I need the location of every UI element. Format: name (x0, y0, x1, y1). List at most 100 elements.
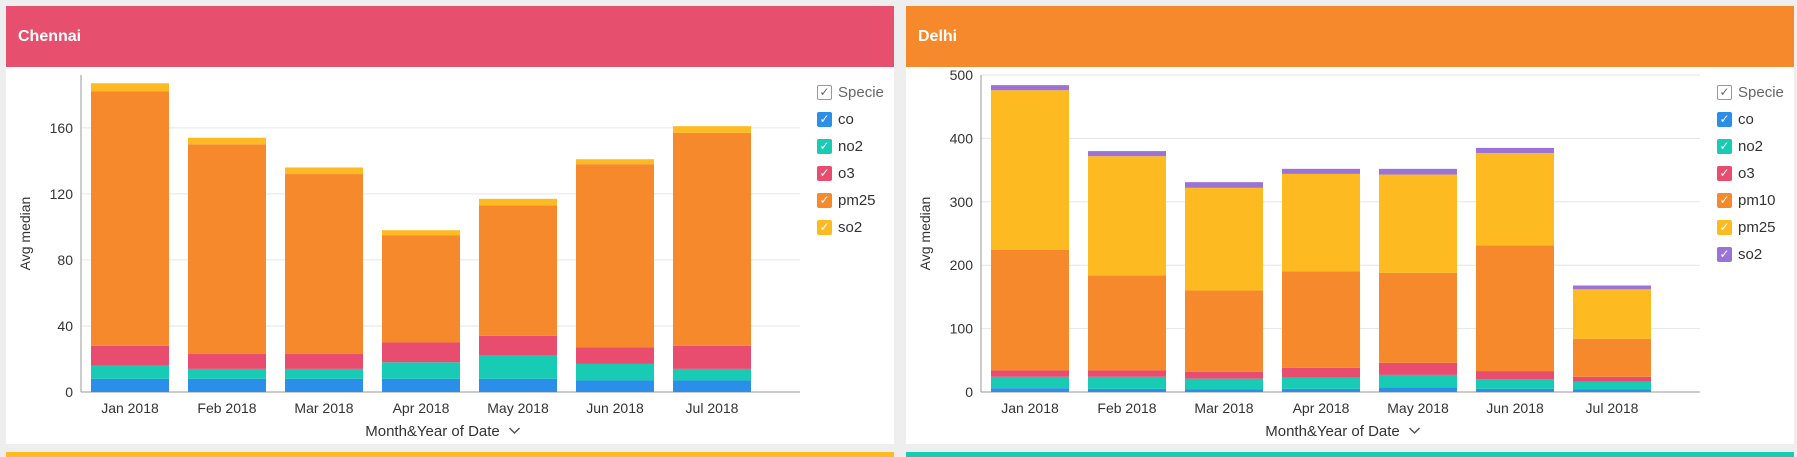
bar-segment-so2[interactable] (91, 83, 169, 92)
legend-item-pm25[interactable]: ✓ pm25 (817, 187, 884, 214)
bar-segment-so2[interactable] (1282, 168, 1360, 174)
legend-item-pm25[interactable]: ✓ pm25 (1717, 214, 1784, 241)
bar-segment-co[interactable] (991, 388, 1069, 392)
bar-segment-no2[interactable] (1476, 379, 1554, 389)
checkbox-icon[interactable]: ✓ (817, 139, 832, 154)
bar-segment-pm25[interactable] (285, 174, 363, 355)
bar-segment-o3[interactable] (1185, 371, 1263, 379)
bar-segment-co[interactable] (382, 378, 460, 392)
bar-segment-no2[interactable] (991, 376, 1069, 389)
bar-segment-no2[interactable] (576, 363, 654, 381)
bar-segment-pm10[interactable] (1185, 290, 1263, 372)
bar-segment-pm10[interactable] (1476, 245, 1554, 372)
bar-segment-no2[interactable] (91, 365, 169, 379)
bar-segment-so2[interactable] (1379, 168, 1457, 175)
checkbox-icon[interactable]: ✓ (1717, 220, 1732, 235)
bar-segment-pm25[interactable] (1185, 187, 1263, 291)
bar-segment-co[interactable] (1088, 388, 1166, 392)
bar-segment-o3[interactable] (285, 354, 363, 369)
legend-item-co[interactable]: ✓ co (1717, 106, 1784, 133)
legend-item-so2[interactable]: ✓ so2 (1717, 241, 1784, 268)
bar-segment-co[interactable] (1379, 387, 1457, 392)
legend-item-no2[interactable]: ✓ no2 (1717, 133, 1784, 160)
bar-segment-so2[interactable] (1476, 147, 1554, 153)
bar-segment-pm10[interactable] (1282, 271, 1360, 368)
bar-segment-no2[interactable] (479, 355, 557, 379)
checkbox-icon[interactable]: ✓ (1717, 247, 1732, 262)
bar-segment-pm25[interactable] (382, 235, 460, 343)
bar-segment-o3[interactable] (1088, 370, 1166, 377)
bar-segment-co[interactable] (285, 378, 363, 392)
bar-segment-o3[interactable] (1379, 362, 1457, 375)
legend-item-so2[interactable]: ✓ so2 (817, 214, 884, 241)
legend-item-co[interactable]: ✓ co (817, 106, 884, 133)
legend-item-pm10[interactable]: ✓ pm10 (1717, 187, 1784, 214)
legend-item-o3[interactable]: ✓ o3 (817, 160, 884, 187)
bar-segment-so2[interactable] (673, 126, 751, 133)
bar-segment-pm10[interactable] (991, 249, 1069, 371)
bar-segment-o3[interactable] (1282, 367, 1360, 378)
bar-segment-pm25[interactable] (188, 144, 266, 355)
checkbox-icon[interactable]: ✓ (817, 85, 832, 100)
bar-segment-no2[interactable] (1379, 374, 1457, 388)
bar-segment-co[interactable] (188, 378, 266, 392)
bar-segment-o3[interactable] (1573, 376, 1651, 382)
bar-segment-pm25[interactable] (1088, 156, 1166, 276)
legend[interactable]: ✓ Specie ✓ co ✓ no2 ✓ o3 ✓ pm25 ✓ so2 (817, 79, 884, 241)
bar-segment-pm25[interactable] (991, 90, 1069, 250)
bar-segment-no2[interactable] (1185, 378, 1263, 390)
bar-segment-pm25[interactable] (91, 91, 169, 346)
bar-segment-o3[interactable] (576, 347, 654, 364)
bar-segment-pm10[interactable] (1379, 272, 1457, 363)
bar-segment-pm25[interactable] (1282, 173, 1360, 272)
checkbox-icon[interactable]: ✓ (1717, 85, 1732, 100)
checkbox-icon[interactable]: ✓ (817, 166, 832, 181)
bar-segment-pm25[interactable] (673, 132, 751, 346)
bar-segment-pm25[interactable] (1476, 152, 1554, 246)
legend-header[interactable]: ✓ Specie (817, 79, 884, 106)
bar-segment-no2[interactable] (1573, 381, 1651, 390)
bar-segment-o3[interactable] (673, 345, 751, 369)
bar-segment-o3[interactable] (188, 354, 266, 369)
bar-segment-co[interactable] (91, 378, 169, 392)
bar-segment-no2[interactable] (285, 368, 363, 379)
bar-segment-pm25[interactable] (1379, 174, 1457, 273)
checkbox-icon[interactable]: ✓ (817, 220, 832, 235)
bar-segment-no2[interactable] (1088, 376, 1166, 389)
legend-item-no2[interactable]: ✓ no2 (817, 133, 884, 160)
bar-segment-no2[interactable] (382, 362, 460, 379)
legend[interactable]: ✓ Specie ✓ co ✓ no2 ✓ o3 ✓ pm10 ✓ pm25 ✓ so2 (1717, 79, 1784, 268)
bar-segment-so2[interactable] (479, 198, 557, 206)
checkbox-icon[interactable]: ✓ (817, 112, 832, 127)
bar-segment-pm25[interactable] (1573, 289, 1651, 339)
checkbox-icon[interactable]: ✓ (817, 193, 832, 208)
bar-segment-co[interactable] (673, 380, 751, 392)
bar-segment-so2[interactable] (991, 85, 1069, 91)
bar-segment-o3[interactable] (91, 345, 169, 366)
bar-segment-o3[interactable] (479, 335, 557, 356)
bar-segment-co[interactable] (1282, 388, 1360, 392)
bar-segment-o3[interactable] (991, 370, 1069, 377)
bar-segment-so2[interactable] (188, 137, 266, 145)
checkbox-icon[interactable]: ✓ (1717, 193, 1732, 208)
bar-segment-pm25[interactable] (576, 164, 654, 348)
bar-segment-pm10[interactable] (1573, 338, 1651, 377)
bar-segment-so2[interactable] (1573, 285, 1651, 290)
bar-segment-no2[interactable] (188, 368, 266, 379)
bar-segment-co[interactable] (576, 380, 654, 392)
bar-segment-pm25[interactable] (479, 205, 557, 336)
checkbox-icon[interactable]: ✓ (1717, 139, 1732, 154)
legend-item-o3[interactable]: ✓ o3 (1717, 160, 1784, 187)
checkbox-icon[interactable]: ✓ (1717, 112, 1732, 127)
chevron-down-icon[interactable] (508, 427, 521, 435)
x-axis-title[interactable]: Month&Year of Date (365, 423, 500, 440)
bar-segment-co[interactable] (1185, 389, 1263, 392)
bar-segment-pm10[interactable] (1088, 275, 1166, 371)
checkbox-icon[interactable]: ✓ (1717, 166, 1732, 181)
bar-segment-no2[interactable] (1282, 377, 1360, 389)
bar-segment-so2[interactable] (285, 167, 363, 175)
x-axis-title[interactable]: Month&Year of Date (1265, 423, 1400, 440)
bar-segment-so2[interactable] (576, 159, 654, 165)
bar-segment-no2[interactable] (673, 368, 751, 381)
legend-header[interactable]: ✓ Specie (1717, 79, 1784, 106)
